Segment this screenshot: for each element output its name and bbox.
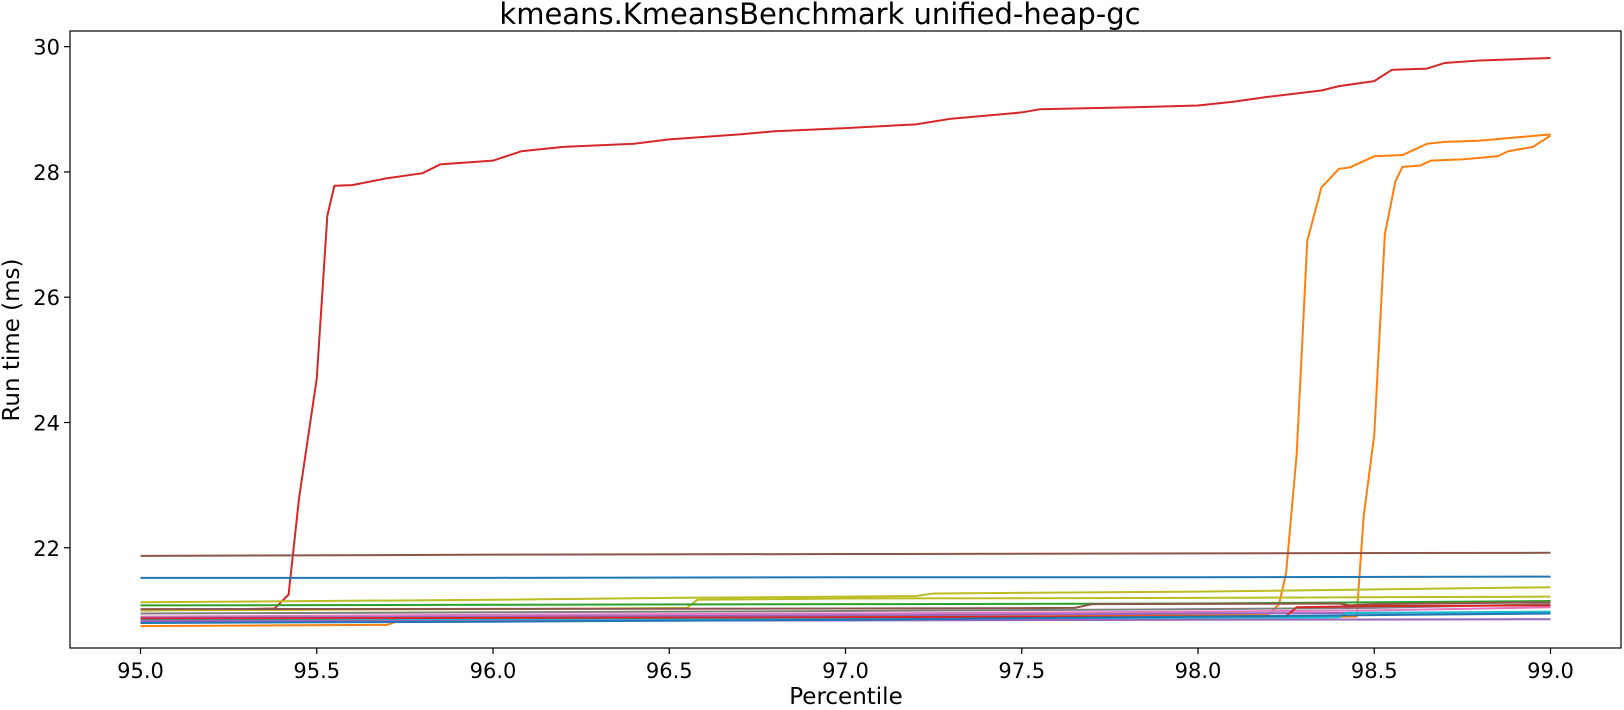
series-line-9 — [140, 601, 1551, 611]
y-tick-label: 22 — [33, 537, 60, 561]
y-tick-label: 26 — [33, 286, 60, 310]
series-line-11 — [140, 606, 1551, 618]
series-line-14 — [140, 604, 1551, 620]
y-axis-label: Run time (ms) — [0, 258, 25, 421]
y-tick-label: 28 — [33, 161, 60, 185]
x-tick-label: 98.5 — [1351, 659, 1398, 683]
x-tick-label: 95.5 — [293, 659, 340, 683]
series-line-3 — [140, 134, 1552, 623]
y-axis: 22 24 26 28 30 — [33, 36, 70, 561]
series-line-10 — [140, 603, 1551, 615]
x-tick-label: 96.0 — [470, 659, 517, 683]
x-tick-label: 95.0 — [117, 659, 164, 683]
series-line-1 — [140, 56, 1551, 612]
series-line-12 — [140, 611, 1551, 619]
y-tick-label: 30 — [33, 36, 60, 60]
x-axis: 95.0 95.5 96.0 96.5 97.0 97.5 98.0 98.5 99.0 — [117, 648, 1574, 683]
x-axis-label: Percentile — [789, 684, 902, 710]
chart-title: kmeans.KmeansBenchmark unified-heap-gc — [499, 0, 1140, 31]
x-tick-label: 97.0 — [822, 659, 869, 683]
series-line-4 — [140, 551, 1551, 557]
y-tick-label: 24 — [33, 411, 60, 435]
x-tick-label: 96.5 — [646, 659, 693, 683]
series-line-13 — [140, 610, 1551, 621]
series-layer — [140, 56, 1552, 628]
series-line-5 — [140, 575, 1551, 579]
x-tick-label: 98.0 — [1175, 659, 1222, 683]
series-line-16 — [140, 612, 1551, 624]
x-tick-label: 99.0 — [1527, 659, 1574, 683]
x-tick-label: 97.5 — [998, 659, 1045, 683]
series-line-6 — [140, 586, 1551, 604]
